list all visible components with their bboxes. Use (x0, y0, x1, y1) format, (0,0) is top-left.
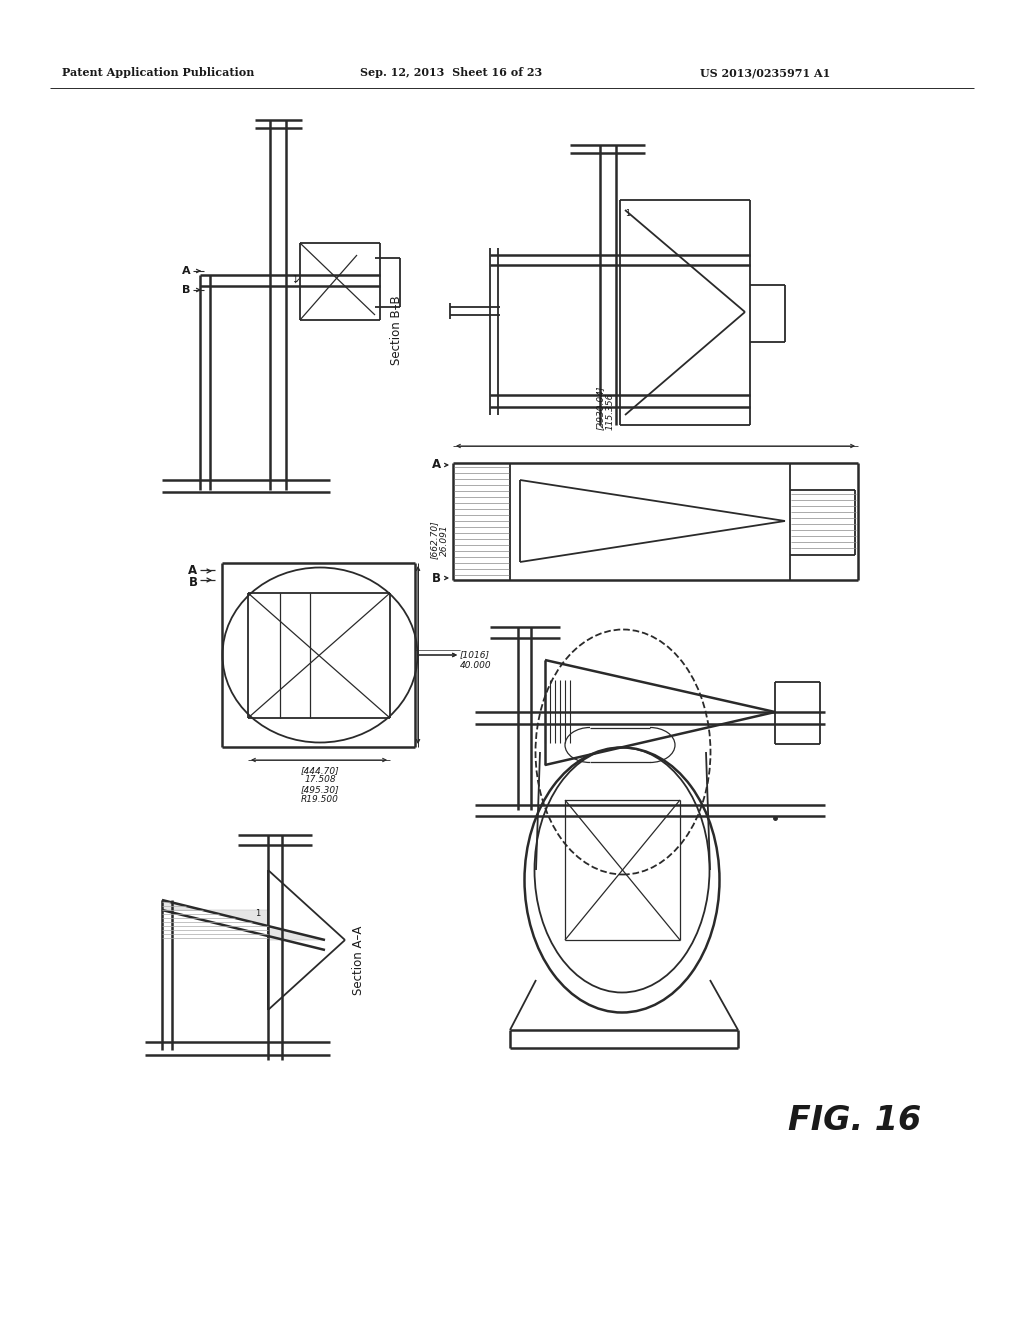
Text: Section B–B: Section B–B (390, 296, 403, 364)
Text: Section A–A: Section A–A (351, 925, 365, 995)
Text: [1016]: [1016] (460, 651, 490, 660)
Text: 1: 1 (255, 908, 261, 917)
Text: B: B (182, 285, 190, 294)
Text: Patent Application Publication: Patent Application Publication (62, 67, 254, 78)
Text: A: A (431, 458, 440, 471)
Text: B: B (431, 572, 440, 585)
Text: 115.356: 115.356 (605, 392, 614, 430)
Text: US 2013/0235971 A1: US 2013/0235971 A1 (700, 67, 830, 78)
Text: 40.000: 40.000 (460, 660, 492, 669)
Text: [662.70]: [662.70] (430, 520, 439, 560)
Text: 17.508: 17.508 (304, 776, 336, 784)
Text: FIG. 16: FIG. 16 (788, 1104, 922, 1137)
Text: Sep. 12, 2013  Sheet 16 of 23: Sep. 12, 2013 Sheet 16 of 23 (360, 67, 543, 78)
Text: B: B (188, 576, 198, 589)
Text: 26.091: 26.091 (440, 524, 449, 556)
Text: 1: 1 (293, 276, 298, 285)
Text: A: A (181, 267, 190, 276)
Polygon shape (162, 900, 325, 940)
Text: R19.500: R19.500 (301, 795, 339, 804)
Text: A: A (188, 564, 198, 577)
Text: [444.70]: [444.70] (301, 767, 339, 776)
Text: [495.30]: [495.30] (301, 785, 339, 795)
Text: 1: 1 (626, 209, 631, 218)
Text: [2930.04]: [2930.04] (596, 385, 604, 430)
